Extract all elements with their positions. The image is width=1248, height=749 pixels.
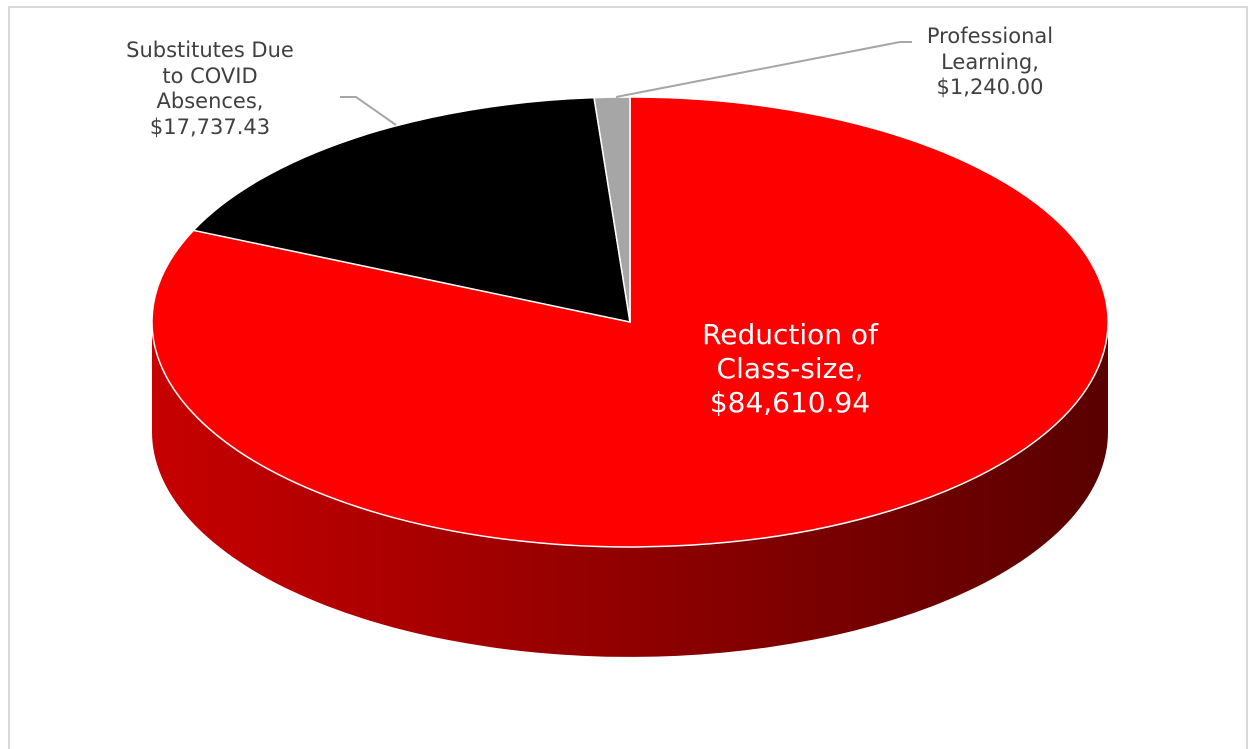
data-label: Reduction of Class-size, $84,610.94 [670,318,910,420]
slice-side [152,322,1108,657]
pie-slice [192,96,631,323]
label-value: $17,737.43 [149,114,271,139]
label-category: Substitutes Due to COVID Absences [126,38,294,114]
label-category: Professional Learning [926,24,1054,74]
pie-slice [593,96,631,323]
label-category: Reduction of Class-size [702,318,878,386]
leader-line [615,41,912,98]
chart-border [8,6,1248,749]
data-label: Professional Learning, $1,240.00 [905,24,1075,101]
label-value: $84,610.94 [709,386,871,420]
label-value: $1,240.00 [936,75,1044,100]
data-label: Substitutes Due to COVID Absences, $17,7… [126,38,294,140]
label-separator: , [256,89,264,114]
pie-slice [151,96,1109,548]
leader-line [340,96,397,126]
label-separator: , [1032,49,1039,74]
label-separator: , [854,352,864,386]
